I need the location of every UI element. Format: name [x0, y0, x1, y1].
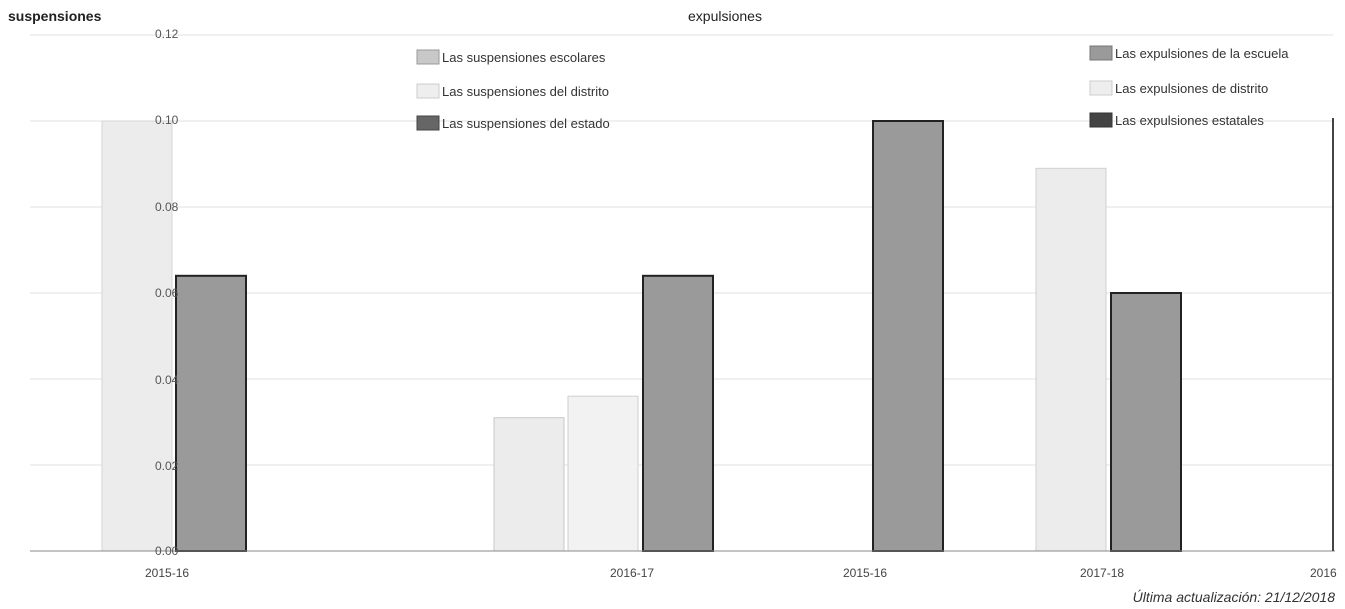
legend-label-suspensiones-distrito: Las suspensiones del distrito: [442, 84, 609, 99]
legend-swatch-expulsiones-estatales: [1089, 112, 1113, 128]
legend-swatch-expulsiones-escuela: [1089, 45, 1113, 61]
bar-suspensiones-estado-2015-16: [175, 274, 247, 552]
y-tick-label: 0.04: [155, 373, 179, 387]
legend-label-suspensiones-escolares: Las suspensiones escolares: [442, 50, 606, 65]
y-tick-label: 0.06: [155, 286, 179, 300]
last-updated-text: Última actualización: 21/12/2018: [1132, 589, 1335, 605]
legend-label-suspensiones-estado: Las suspensiones del estado: [442, 116, 610, 131]
bar-expulsiones-distrito-2017-18: [1035, 167, 1107, 552]
legend-swatch-suspensiones-escolares: [416, 49, 440, 65]
bars: [101, 120, 1182, 552]
suspensiones-legend: Las suspensiones escolares Las suspensio…: [416, 49, 610, 131]
legend-swatch-suspensiones-estado: [416, 115, 440, 131]
legend-swatch-expulsiones-distrito: [1089, 80, 1113, 96]
bar-suspensiones-estado-2016-17: [642, 274, 714, 552]
x-tick-label: 2016-17: [610, 566, 654, 580]
y-tick-labels: 0.00 0.02 0.04 0.06 0.08 0.10 0.12: [155, 27, 179, 558]
x-tick-label: 2016: [1310, 566, 1337, 580]
y-tick-label: 0.00: [155, 544, 179, 558]
y-tick-label: 0.10: [155, 113, 179, 127]
bar-expulsiones-escuela-2015-16: [872, 120, 944, 552]
x-tick-labels: 2015-16 2016-17 2015-16 2017-18 2016: [145, 566, 1337, 580]
y-tick-label: 0.08: [155, 200, 179, 214]
legend-swatch-suspensiones-distrito: [416, 83, 440, 99]
legend-label-expulsiones-distrito: Las expulsiones de distrito: [1115, 81, 1268, 96]
x-tick-label: 2015-16: [843, 566, 887, 580]
x-tick-label: 2015-16: [145, 566, 189, 580]
y-tick-label: 0.02: [155, 459, 179, 473]
bar-expulsiones-escuela-2017-18: [1110, 292, 1182, 552]
legend-label-expulsiones-estatales: Las expulsiones estatales: [1115, 113, 1264, 128]
x-tick-label: 2017-18: [1080, 566, 1124, 580]
bar-suspensiones-distrito-2015-16: [101, 120, 173, 552]
y-tick-label: 0.12: [155, 27, 179, 41]
bar-suspensiones-distrito-2016-17: [493, 417, 565, 552]
legend-label-expulsiones-escuela: Las expulsiones de la escuela: [1115, 46, 1289, 61]
expulsiones-chart-title: expulsiones: [688, 8, 762, 24]
suspensiones-chart-title: suspensiones: [8, 8, 102, 24]
bar-suspensiones-escolares-2016-17: [567, 395, 639, 552]
expulsiones-legend: Las expulsiones de la escuela Las expuls…: [1089, 45, 1289, 128]
